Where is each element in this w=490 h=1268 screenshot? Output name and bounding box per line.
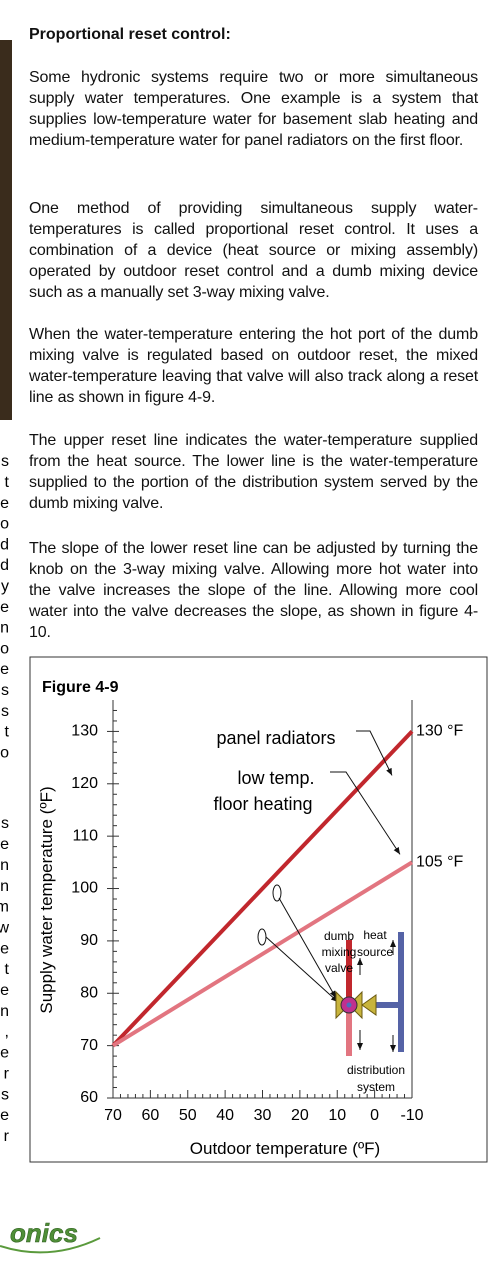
y-tick-label: 130 — [71, 723, 98, 740]
text-fragment: e — [0, 599, 9, 616]
inset-label: valve — [325, 961, 353, 975]
text-fragment: n — [0, 857, 9, 874]
figure-title: Figure 4-9 — [42, 679, 119, 696]
text-fragment: n — [0, 620, 9, 637]
text-fragment: e — [0, 1107, 9, 1124]
x-tick-label: 10 — [328, 1107, 346, 1124]
text-fragment: s — [1, 703, 9, 720]
logo: onics — [10, 1218, 78, 1248]
text-fragment: e — [0, 1045, 9, 1062]
y-tick-label: 100 — [71, 880, 98, 897]
text-fragment: s — [1, 815, 9, 832]
paragraph: The slope of the lower reset line can be… — [29, 540, 478, 641]
text-fragment: r — [4, 1065, 10, 1082]
inset-label: distribution — [347, 1063, 405, 1077]
end-label: 130 °F — [416, 723, 464, 740]
text-fragment: r — [4, 1128, 10, 1145]
text-fragment: e — [0, 982, 9, 999]
reset-line — [111, 730, 414, 1048]
inset-label: heat — [363, 928, 387, 942]
text-fragment: e — [0, 661, 9, 678]
inset-label: mixing — [322, 945, 357, 959]
inset-label: system — [357, 1080, 395, 1094]
text-fragment: s — [1, 1086, 9, 1103]
paragraph: One method of providing simultaneous sup… — [29, 200, 478, 301]
text-fragment: s — [1, 682, 9, 699]
leader — [278, 897, 337, 999]
text-fragment: s — [1, 453, 9, 470]
text-fragment: o — [0, 516, 9, 533]
figure-frame — [29, 656, 488, 1163]
valve-port — [361, 994, 377, 1016]
valve-knob-center — [346, 1002, 352, 1008]
y-tick-label: 70 — [80, 1037, 98, 1054]
inset-label: dumb — [324, 929, 354, 943]
text-fragment: d — [0, 557, 9, 574]
x-tick-label: 30 — [254, 1107, 272, 1124]
chart: steoddyenoesstosennmweten,erseronicsFigu… — [0, 453, 464, 1254]
text-fragment: m — [0, 899, 9, 916]
x-tick-label: 60 — [141, 1107, 159, 1124]
y-tick-label: 60 — [80, 1089, 98, 1106]
leader — [330, 771, 401, 855]
marker-oval — [272, 884, 282, 902]
text-fragment: e — [0, 940, 9, 957]
text-fragment: n — [0, 878, 9, 895]
reset-line — [111, 860, 414, 1048]
text-fragment: o — [0, 640, 9, 657]
marker-oval — [257, 928, 267, 946]
x-axis-title: Outdoor temperature (ºF) — [190, 1139, 380, 1158]
y-tick-label: 120 — [71, 775, 98, 792]
paragraph: When the water-temperature entering the … — [29, 326, 478, 406]
x-tick-label: 0 — [370, 1107, 379, 1124]
paragraph: Some hydronic systems require two or mor… — [29, 69, 478, 149]
heading: Proportional reset control: — [29, 26, 231, 43]
text-fragment: n — [0, 1003, 9, 1020]
y-axis-title: Supply water temperature (ºF) — [37, 786, 56, 1013]
text-fragment: e — [0, 836, 9, 853]
end-label: 105 °F — [416, 854, 464, 871]
series-label: panel radiators — [216, 728, 335, 748]
paragraph: The upper reset line indicates the water… — [29, 432, 478, 512]
leader — [265, 936, 339, 1003]
x-tick-label: 50 — [179, 1107, 197, 1124]
y-tick-label: 90 — [80, 932, 98, 949]
text-fragment: o — [0, 744, 9, 761]
text-fragment: t — [5, 724, 10, 741]
series-label: low temp. — [237, 768, 314, 788]
inset-label: source — [357, 945, 393, 959]
y-tick-label: 80 — [80, 984, 98, 1001]
text-fragment: y — [1, 578, 9, 595]
text-fragment: d — [0, 536, 9, 553]
logo-swoosh — [0, 1237, 101, 1254]
x-tick-label: 70 — [104, 1107, 122, 1124]
text-fragment: t — [5, 474, 10, 491]
x-tick-label: 40 — [216, 1107, 234, 1124]
y-tick-label: 110 — [72, 827, 98, 844]
leader — [356, 730, 393, 776]
x-tick-label: 20 — [291, 1107, 309, 1124]
photo-strip — [0, 40, 12, 420]
x-tick-label: -10 — [400, 1107, 423, 1124]
text-fragment: w — [0, 919, 9, 936]
text-fragment: , — [5, 1024, 9, 1041]
text-fragment: e — [0, 495, 9, 512]
series-label: floor heating — [213, 794, 312, 814]
text-fragment: t — [5, 961, 10, 978]
